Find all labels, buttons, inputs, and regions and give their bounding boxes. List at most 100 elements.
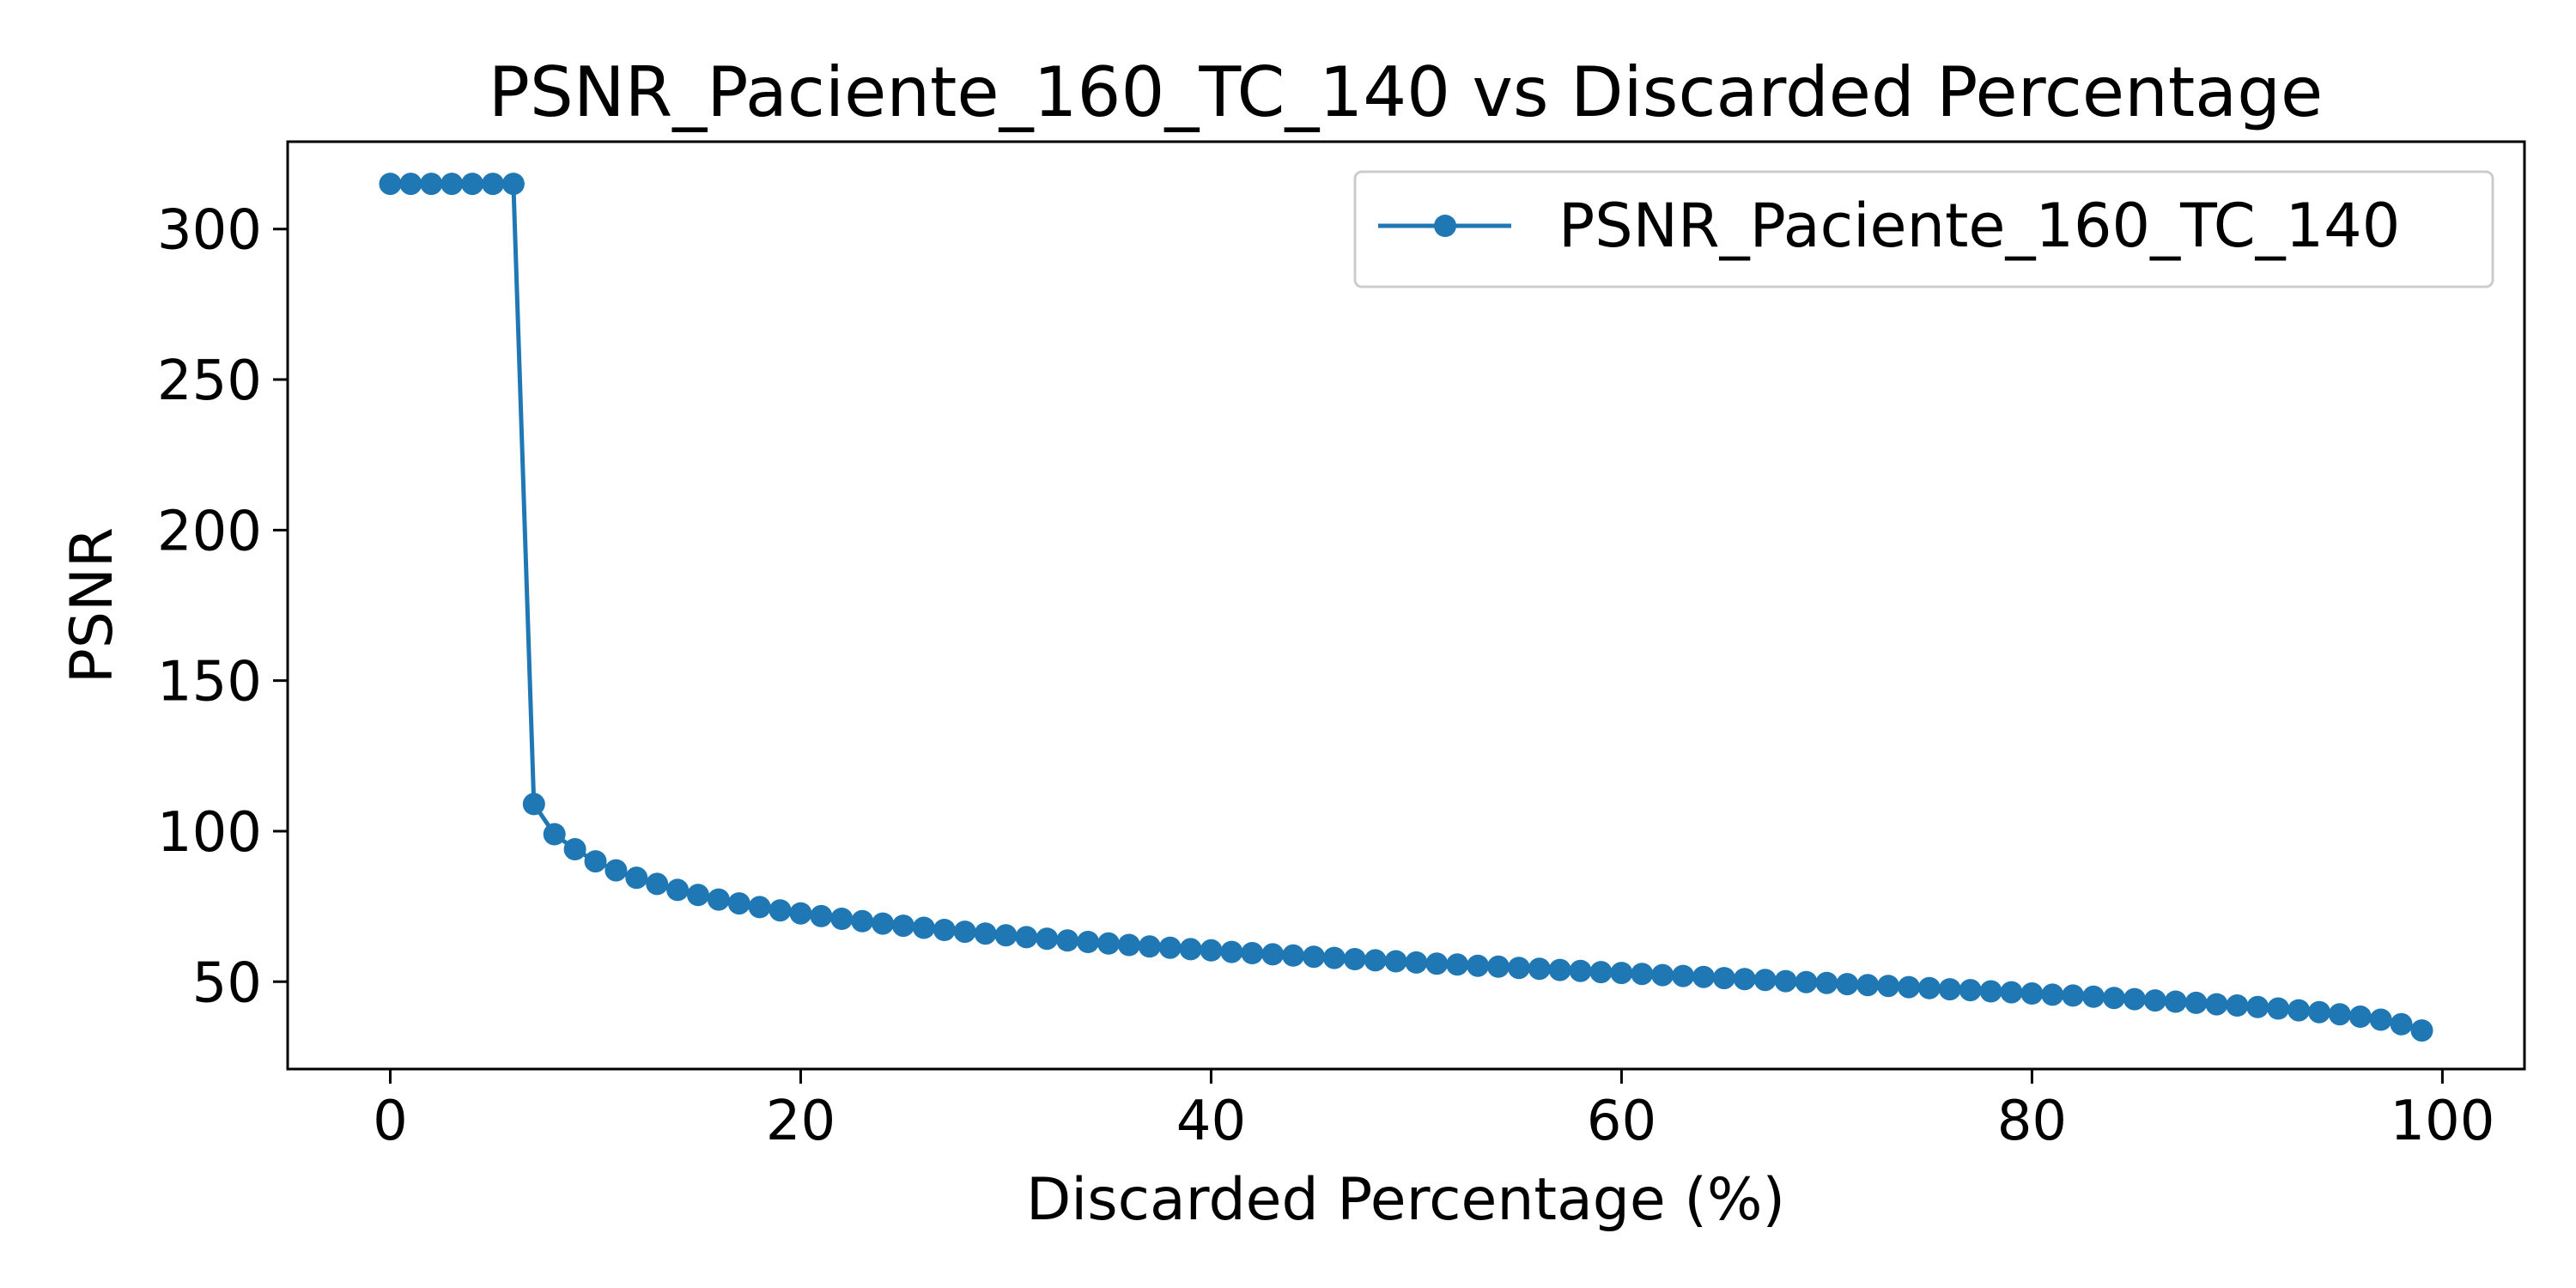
data-point — [2082, 985, 2105, 1008]
data-point — [727, 892, 750, 915]
data-point — [1077, 931, 1100, 953]
data-point — [440, 173, 464, 196]
data-point — [399, 173, 422, 196]
data-point — [1261, 943, 1285, 966]
y-tick-label: 100 — [157, 801, 262, 865]
data-point — [1528, 957, 1551, 981]
data-point — [1282, 944, 1305, 967]
data-point — [748, 896, 771, 919]
data-point — [2246, 995, 2269, 1018]
data-point — [1733, 968, 1756, 991]
x-axis-label: Discarded Percentage (%) — [1026, 1166, 1785, 1234]
data-point — [2287, 999, 2311, 1022]
data-point — [994, 924, 1018, 947]
y-tick-label: 300 — [157, 199, 262, 263]
data-point — [1220, 940, 1243, 963]
data-point — [1631, 963, 1654, 986]
data-point — [1036, 927, 1059, 951]
legend-marker-swatch — [1434, 215, 1456, 237]
y-axis-label: PSNR — [58, 527, 126, 683]
data-point — [379, 173, 402, 196]
data-point — [1241, 942, 1264, 964]
legend: PSNR_Paciente_160_TC_140 — [1353, 170, 2494, 289]
data-point — [974, 922, 997, 945]
data-point — [830, 908, 854, 930]
data-point — [420, 173, 443, 196]
x-tick-label: 80 — [1997, 1090, 2067, 1153]
data-point — [1467, 954, 1490, 977]
data-point — [892, 914, 914, 938]
data-point — [666, 878, 690, 902]
data-point — [2369, 1008, 2392, 1031]
data-point — [2062, 984, 2085, 1007]
data-point — [1179, 938, 1202, 961]
data-point — [2020, 982, 2044, 1005]
data-point — [769, 899, 792, 922]
legend-label: PSNR_Paciente_160_TC_140 — [1558, 191, 2400, 261]
data-point — [1651, 963, 1674, 987]
data-point — [1815, 971, 1838, 994]
data-point — [933, 919, 956, 941]
x-tick-label: 100 — [2390, 1090, 2494, 1153]
data-point — [1836, 973, 1859, 996]
data-point — [522, 793, 545, 816]
data-point — [1569, 959, 1592, 982]
data-point — [584, 850, 607, 873]
data-point — [1917, 976, 1941, 999]
data-point — [2390, 1012, 2413, 1036]
y-tick-label: 250 — [157, 349, 262, 413]
data-point — [1795, 970, 1818, 993]
data-point — [2410, 1019, 2433, 1042]
data-point — [1487, 955, 1510, 978]
data-point — [953, 920, 976, 944]
data-point — [707, 888, 730, 911]
data-point — [2308, 1000, 2330, 1024]
data-point — [2143, 989, 2166, 1012]
y-tick-label: 50 — [192, 951, 262, 1015]
data-point — [563, 838, 586, 860]
data-point — [1343, 948, 1366, 970]
data-point — [2184, 991, 2208, 1014]
data-point — [1322, 946, 1346, 969]
data-point — [2103, 987, 2125, 1010]
data-point — [482, 173, 504, 196]
data-point — [1692, 965, 1715, 988]
data-point — [810, 904, 833, 927]
data-point — [687, 884, 709, 907]
data-point — [501, 173, 525, 196]
data-point — [1979, 980, 2002, 1003]
data-point — [2348, 1005, 2372, 1028]
data-point — [2000, 981, 2023, 1004]
data-point — [912, 916, 935, 939]
data-point — [543, 823, 566, 846]
data-point — [1548, 958, 1571, 981]
x-tick-label: 40 — [1176, 1090, 1246, 1153]
x-tick-label: 0 — [373, 1090, 408, 1153]
data-point — [1097, 932, 1120, 955]
x-tick-label: 20 — [766, 1090, 835, 1153]
legend-box — [1353, 170, 2494, 289]
data-point — [2123, 987, 2146, 1011]
data-point — [1589, 961, 1613, 984]
data-point — [1610, 962, 1633, 985]
data-point — [1200, 939, 1223, 962]
data-point — [1158, 936, 1182, 959]
data-point — [2328, 1003, 2351, 1026]
data-point — [625, 866, 648, 890]
chart-title: PSNR_Paciente_160_TC_140 vs Discarded Pe… — [489, 52, 2323, 132]
data-point — [1056, 929, 1079, 952]
data-point — [1774, 969, 1797, 993]
data-point — [1303, 945, 1325, 969]
plot-area-frame — [286, 140, 2526, 1071]
data-point — [1856, 974, 1880, 997]
data-point — [851, 909, 874, 933]
data-point — [2164, 990, 2187, 1013]
data-point — [1384, 950, 1407, 973]
data-point — [1507, 957, 1530, 980]
y-tick-label: 150 — [157, 651, 262, 714]
data-point — [789, 902, 812, 925]
data-point — [1364, 949, 1387, 972]
series-layer — [379, 173, 2433, 1042]
data-point — [1959, 979, 1982, 1002]
